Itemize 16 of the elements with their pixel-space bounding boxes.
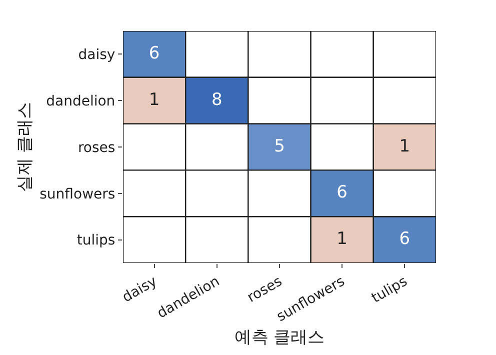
data-label: 1 bbox=[336, 229, 348, 250]
y-tick-label: sunflowers bbox=[40, 186, 116, 202]
y-tick-label: dandelion bbox=[46, 94, 116, 110]
y-tick-label: tulips bbox=[76, 232, 116, 249]
y-tick-label: daisy bbox=[78, 47, 116, 64]
data-label: 6 bbox=[336, 182, 348, 203]
data-label: 1 bbox=[399, 136, 410, 156]
data-label: 5 bbox=[274, 136, 285, 156]
y-tick-label: roses bbox=[78, 140, 116, 156]
data-label: 1 bbox=[148, 90, 160, 110]
data-label: 6 bbox=[399, 229, 410, 250]
x-axis-title: 예측 클래스 bbox=[234, 328, 325, 348]
data-label: 8 bbox=[211, 90, 222, 110]
x-tick-label: daisy bbox=[120, 273, 160, 306]
y-axis-title: 실제 클래스 bbox=[15, 102, 36, 192]
data-label: 6 bbox=[148, 43, 160, 64]
